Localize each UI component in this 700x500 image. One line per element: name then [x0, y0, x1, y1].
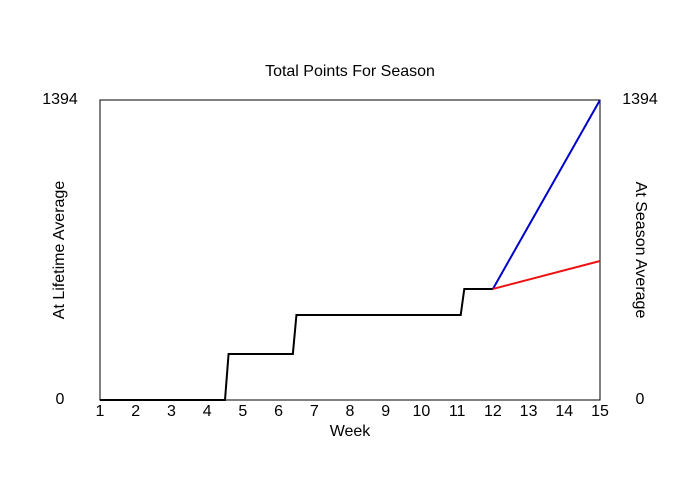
- chart-title: Total Points For Season: [265, 63, 435, 80]
- x-tick-label: 10: [413, 403, 431, 420]
- x-tick-label: 3: [167, 403, 176, 420]
- x-tick-label: 2: [131, 403, 140, 420]
- series-line: [492, 260, 601, 290]
- x-tick-label: 7: [310, 403, 319, 420]
- series-line: [491, 99, 601, 290]
- x-tick-label: 4: [203, 403, 212, 420]
- y2-tick-label: 0: [636, 391, 645, 408]
- x-tick-label: 1: [96, 403, 105, 420]
- x-tick-label: 6: [274, 403, 283, 420]
- x-axis-label: Week: [330, 423, 372, 440]
- x-tick-label: 14: [555, 403, 573, 420]
- y-tick-label: 1394: [42, 91, 78, 108]
- x-tick-label: 15: [591, 403, 609, 420]
- series-line: [100, 287, 493, 401]
- y2-tick-label: 1394: [622, 91, 658, 108]
- x-tick-label: 9: [381, 403, 390, 420]
- x-tick-label: 11: [449, 403, 466, 420]
- y-tick-label: 0: [56, 391, 65, 408]
- x-tick-label: 12: [484, 403, 502, 420]
- x-tick-label: 8: [346, 403, 355, 420]
- plot-frame: [99, 99, 601, 401]
- y2-axis-label: At Season Average: [632, 182, 649, 319]
- x-tick-label: 13: [520, 403, 538, 420]
- x-tick-label: 5: [238, 403, 247, 420]
- y-axis-label: At Lifetime Average: [51, 181, 68, 320]
